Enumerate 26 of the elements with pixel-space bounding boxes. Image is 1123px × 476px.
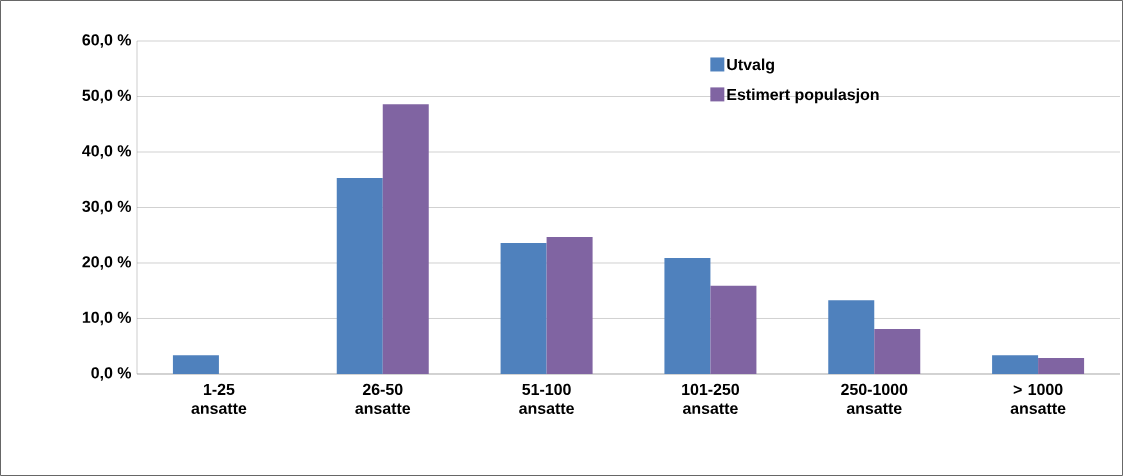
bar — [546, 236, 593, 374]
y-tick-label: 0,0 % — [91, 367, 132, 381]
x-tick-label: > 1000 ansatte — [1010, 383, 1066, 414]
bar — [710, 285, 757, 374]
x-tick-label: 51-100 ansatte — [519, 383, 574, 414]
bar — [874, 329, 921, 374]
bar — [1038, 357, 1085, 374]
y-tick-label: 10,0 % — [82, 311, 132, 326]
y-tick-label: 40,0 % — [82, 145, 132, 159]
y-tick-label: 20,0 % — [82, 256, 132, 270]
bar — [664, 258, 711, 374]
x-tick-label: 26-50 ansatte — [355, 383, 411, 414]
bar — [172, 355, 219, 374]
x-tick-label: 1-25 ansatte — [191, 383, 247, 414]
bar — [336, 178, 383, 374]
bar — [382, 104, 429, 374]
x-tick-label: 250-1000 ansatte — [841, 383, 908, 414]
y-tick-label: 50,0 % — [82, 89, 132, 104]
x-tick-label: 101-250 ansatte — [682, 383, 739, 414]
legend-label: Estimert populasjon — [727, 88, 879, 104]
bar — [992, 355, 1039, 374]
legend-label: Utvalg — [727, 58, 774, 74]
bar — [828, 300, 875, 374]
y-tick-label: 30,0 % — [82, 200, 132, 215]
bar — [500, 243, 547, 374]
y-tick-label: 60,0 % — [82, 34, 132, 48]
